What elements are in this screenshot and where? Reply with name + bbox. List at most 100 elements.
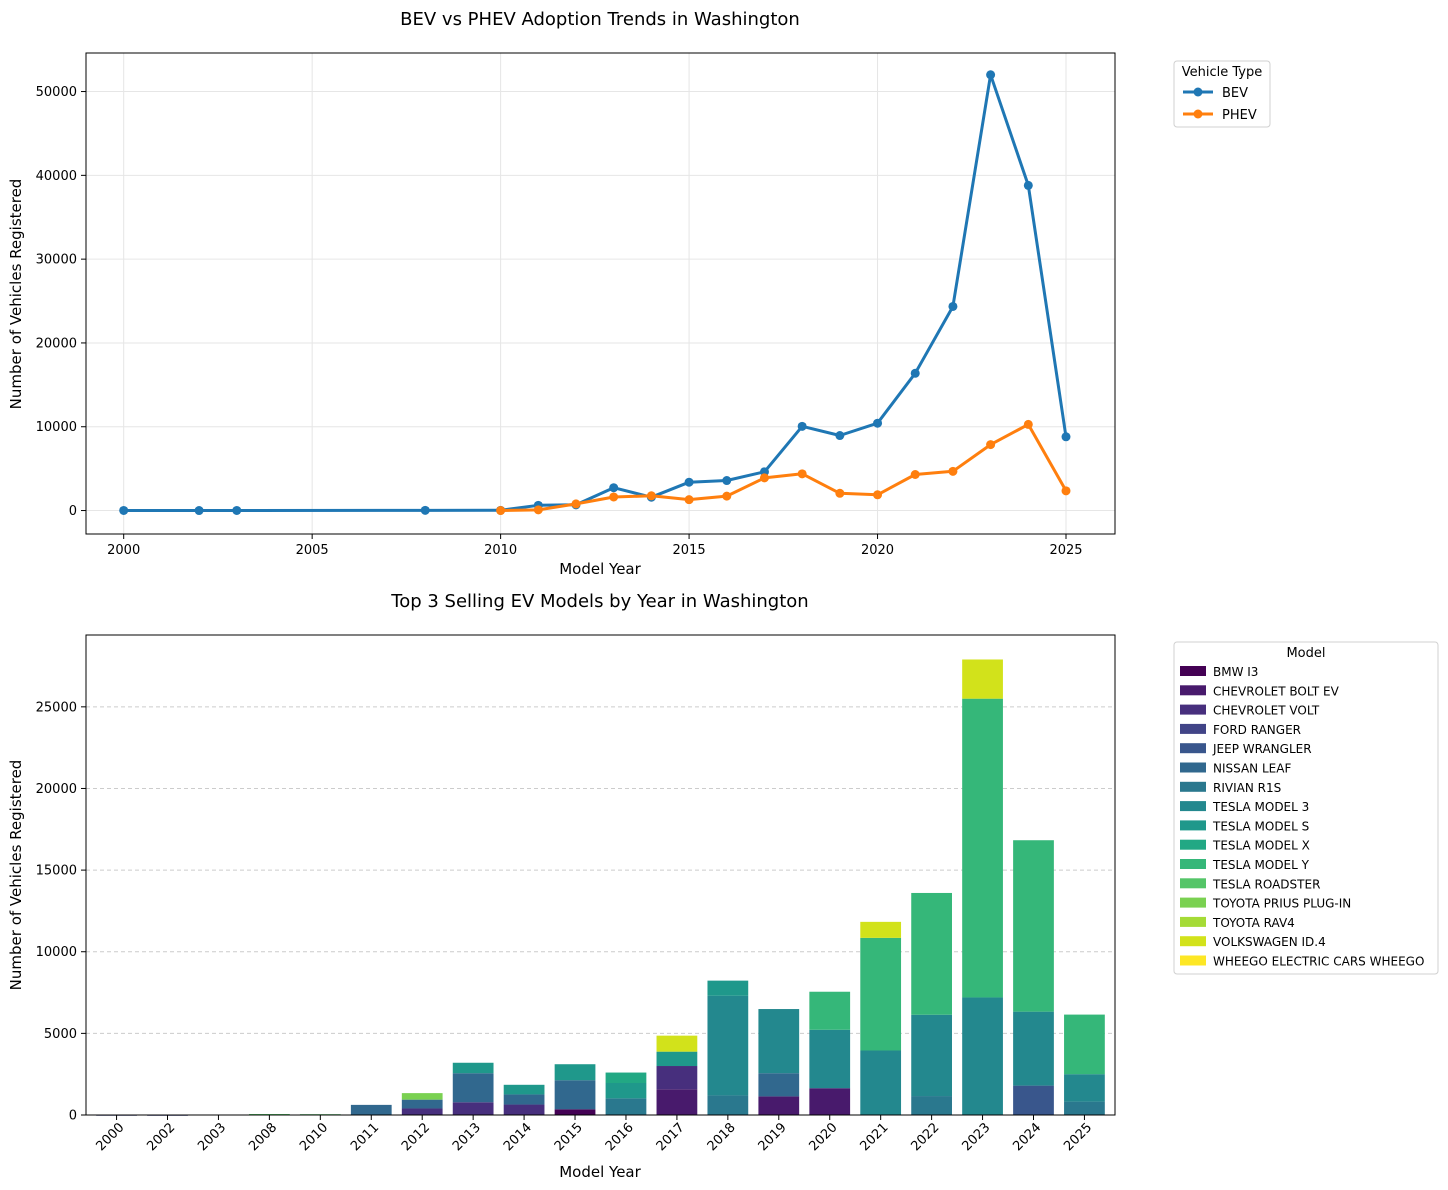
line-chart-xlabel: Model Year xyxy=(559,560,641,578)
bar-chart-frame xyxy=(85,634,1116,1116)
x-tick-label-2003: 2003 xyxy=(195,1120,229,1154)
data-point-phev-2020 xyxy=(873,490,883,500)
legend-label-phev: PHEV xyxy=(1222,108,1257,123)
y-tick-label-15000: 15000 xyxy=(36,864,77,879)
bar-2011-nissan-leaf xyxy=(350,1104,392,1115)
data-point-bev-2021 xyxy=(910,368,920,378)
bar-2024-tesla-model-3 xyxy=(1013,1011,1054,1086)
bar-2021-tesla-model-3 xyxy=(860,1050,902,1115)
x-tick-label-2010: 2010 xyxy=(297,1120,331,1154)
bar-2016-tesla-model-s xyxy=(605,1083,647,1099)
y-tick-label-5000: 5000 xyxy=(44,1027,77,1042)
x-tick-label-2019: 2019 xyxy=(756,1120,790,1154)
legend-swatch-rivian-r1s xyxy=(1180,781,1206,792)
x-tick-label-2002: 2002 xyxy=(144,1120,178,1154)
x-tick-label-2018: 2018 xyxy=(705,1120,739,1154)
bar-2018-tesla-model-3 xyxy=(707,995,749,1096)
legend-swatch-toyota-prius-plug-in xyxy=(1180,897,1206,908)
legend-swatch-tesla-model-x xyxy=(1180,839,1206,850)
bar-2022-tesla-model-3 xyxy=(911,1014,952,1097)
bar-legend-frame xyxy=(1173,641,1439,975)
y-tick-label-0: 0 xyxy=(69,1109,77,1124)
bar-2018-tesla-model-s xyxy=(707,980,749,996)
y-tick-label-10000: 10000 xyxy=(36,945,77,960)
x-tick-label-2021: 2021 xyxy=(858,1120,892,1154)
x-tick-label-2015: 2015 xyxy=(552,1120,586,1154)
y-tick-label-20000: 20000 xyxy=(36,782,77,797)
legend-swatch-volkswagen-id-4 xyxy=(1180,936,1206,947)
line-chart-ylabel: Number of Vehicles Registered xyxy=(7,179,25,410)
bar-2020-tesla-model-y xyxy=(809,991,851,1030)
bar-2013-chevrolet-volt xyxy=(452,1102,494,1115)
data-point-bev-2002 xyxy=(194,506,204,516)
legend-label-tesla-model-x: TESLA MODEL X xyxy=(1212,839,1310,853)
data-point-phev-2019 xyxy=(835,488,845,498)
x-tick-label-2000: 2000 xyxy=(93,1120,127,1154)
data-point-bev-2016 xyxy=(722,476,732,486)
data-point-phev-2025 xyxy=(1061,486,1071,496)
legend-label-ford-ranger: FORD RANGER xyxy=(1213,723,1301,737)
data-point-bev-2013 xyxy=(609,483,619,493)
legend-label-tesla-model-s: TESLA MODEL S xyxy=(1212,819,1309,833)
y-tick-label-20000: 20000 xyxy=(36,336,77,351)
data-point-phev-2023 xyxy=(986,440,996,450)
data-point-bev-2008 xyxy=(420,505,430,515)
line-legend-title: Vehicle Type xyxy=(1182,65,1262,80)
bar-2024-tesla-model-y xyxy=(1013,840,1054,1012)
x-tick-label-2013: 2013 xyxy=(450,1120,484,1154)
legend-swatch-nissan-leaf xyxy=(1180,762,1206,773)
data-point-bev-2003 xyxy=(232,505,242,515)
bar-2013-tesla-model-s xyxy=(452,1062,494,1074)
bar-chart-xlabel: Model Year xyxy=(559,1163,641,1181)
series-line-bev xyxy=(123,73,1068,512)
legend-label-tesla-roadster: TESLA ROADSTER xyxy=(1212,877,1320,891)
bar-2014-chevrolet-volt xyxy=(503,1104,545,1115)
legend-label-wheego-electric-cars-wheego: WHEEGO ELECTRIC CARS WHEEGO xyxy=(1213,955,1424,969)
bar-2017-chevrolet-bolt-ev xyxy=(656,1089,698,1115)
y-tick-label-50000: 50000 xyxy=(36,85,77,100)
legend-swatch-jeep-wrangler xyxy=(1180,743,1206,754)
bar-2023-tesla-model-3 xyxy=(962,997,1003,1115)
x-tick-label-2008: 2008 xyxy=(246,1120,280,1154)
data-point-phev-2017 xyxy=(759,473,769,483)
bar-chart-title: Top 3 Selling EV Models by Year in Washi… xyxy=(390,591,808,612)
legend-swatch-tesla-model-s xyxy=(1180,820,1206,831)
line-chart-frame xyxy=(85,52,1116,535)
data-point-phev-2022 xyxy=(948,466,958,476)
data-point-phev-2016 xyxy=(722,491,732,501)
bar-2025-tesla-model-y xyxy=(1064,1014,1105,1075)
bar-2023-volkswagen-id-4 xyxy=(962,659,1003,699)
line-chart-legend: Vehicle Type BEV PHEV xyxy=(1173,60,1271,128)
y-tick-label-25000: 25000 xyxy=(36,700,77,715)
legend-swatch-ford-ranger xyxy=(1180,723,1206,734)
data-point-phev-2012 xyxy=(571,499,581,509)
line-chart-plot: 2000 2005 2010 2015 2020 2025 0 10000 20000 30000… xyxy=(36,52,1116,558)
bar-2012-nissan-leaf xyxy=(401,1099,443,1109)
data-point-phev-2015 xyxy=(684,495,694,505)
bar-2017-volkswagen-id-4 xyxy=(656,1035,698,1052)
bar-chart-plot: 2000 2002 2003 2008 2010 2011 2012 2013 2014 2015… xyxy=(36,634,1116,1154)
data-point-phev-2021 xyxy=(910,470,920,480)
legend-label-bev: BEV xyxy=(1222,86,1248,101)
y-tick-label-40000: 40000 xyxy=(36,169,77,184)
legend-label-toyota-prius-plug-in: TOYOTA PRIUS PLUG-IN xyxy=(1212,897,1351,911)
data-point-phev-2013 xyxy=(609,492,619,502)
x-tick-label-2015: 2015 xyxy=(673,543,706,558)
y-tick-label-10000: 10000 xyxy=(36,420,77,435)
legend-label-chevrolet-volt: CHEVROLET VOLT xyxy=(1213,704,1320,718)
series-line-phev xyxy=(500,422,1068,512)
legend-label-chevrolet-bolt-ev: CHEVROLET BOLT EV xyxy=(1213,684,1340,698)
legend-label-rivian-r1s: RIVIAN R1S xyxy=(1213,781,1281,795)
bar-2017-chevrolet-volt xyxy=(656,1066,698,1090)
bar-2015-bmw-i3 xyxy=(554,1109,596,1115)
data-point-bev-2000 xyxy=(119,505,129,515)
data-point-phev-2024 xyxy=(1023,419,1033,429)
x-tick-label-2024: 2024 xyxy=(1010,1120,1044,1154)
x-tick-label-2025: 2025 xyxy=(1061,1120,1095,1154)
x-tick-label-2005: 2005 xyxy=(296,543,329,558)
data-point-bev-2019 xyxy=(835,431,845,441)
bar-2022-tesla-model-y xyxy=(911,892,952,1015)
bar-chart-ylabel: Number of Vehicles Registered xyxy=(7,760,25,991)
x-tick-label-2011: 2011 xyxy=(348,1120,382,1154)
data-point-phev-2011 xyxy=(533,505,543,515)
